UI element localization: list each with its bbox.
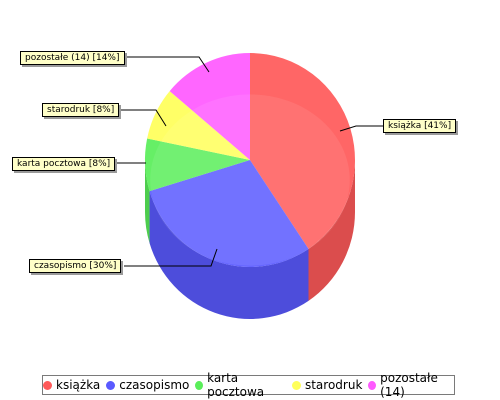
leader-line-1: [124, 248, 218, 267]
pie-side-2: [145, 160, 150, 244]
leader-line-4: [125, 56, 210, 73]
leader-line-3: [116, 109, 167, 127]
legend-item-ksiazka: książka: [43, 378, 100, 392]
callout-label-1: czasopismo [30%]: [29, 259, 122, 273]
callout-label-3: starodruk [8%]: [42, 103, 120, 117]
legend-label-starodruk: starodruk: [304, 378, 363, 392]
legend-label-pozostale: pozostałe (14): [380, 371, 438, 399]
pie-side-0: [308, 160, 355, 301]
callout-label-2: karta pocztowa [8%]: [12, 157, 116, 171]
pie-slice-3: [147, 91, 250, 160]
callout-label-4: pozostałe (14) [14%]: [20, 51, 125, 65]
legend-label-karta-pocztowa: karta pocztowa: [207, 371, 265, 399]
pie-slice-4: [169, 53, 250, 160]
pie-side-1: [149, 191, 309, 319]
legend-swatch-pozostale: [368, 380, 377, 390]
legend-swatch-ksiazka: [43, 380, 52, 390]
callout-label-0: książka [41%]: [383, 119, 457, 133]
legend-item-karta-pocztowa: karta pocztowa: [195, 371, 286, 399]
legend-swatch-karta-pocztowa: [195, 380, 204, 390]
legend-item-czasopismo: czasopismo: [106, 378, 189, 392]
pie-highlight: [150, 94, 350, 266]
legend-item-pozostale: pozostałe (14): [368, 371, 454, 399]
pie-slice-0: [250, 53, 355, 249]
leader-line-0: [339, 125, 383, 132]
legend-swatch-starodruk: [291, 380, 301, 390]
pie-slice-2: [145, 138, 250, 192]
legend-label-czasopismo: czasopismo: [119, 378, 190, 392]
legend: książka czasopismo karta pocztowa starod…: [42, 371, 455, 399]
legend-swatch-czasopismo: [106, 380, 116, 390]
legend-item-starodruk: starodruk: [291, 378, 363, 392]
legend-label-ksiazka: książka: [56, 378, 101, 392]
pie-slice-1: [149, 160, 309, 268]
